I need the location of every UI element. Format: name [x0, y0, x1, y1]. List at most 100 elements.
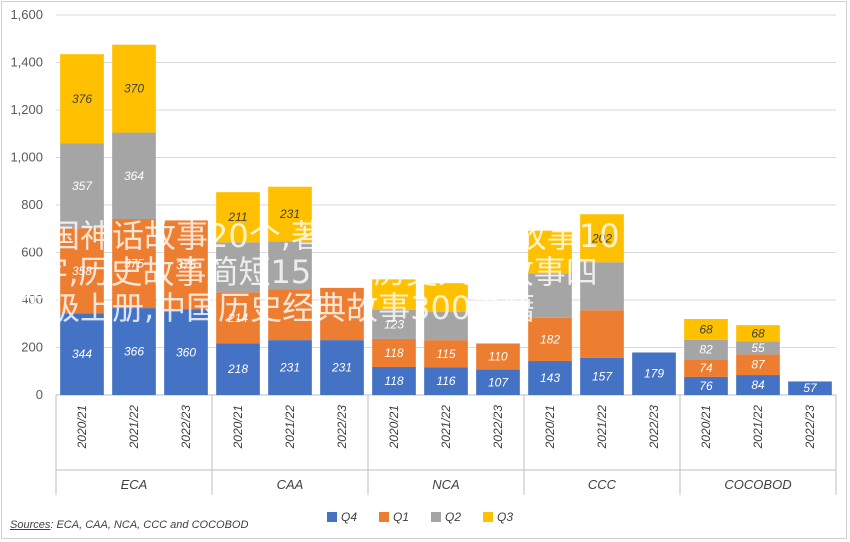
data-label: 202 — [591, 231, 612, 245]
data-label: 211 — [227, 210, 247, 224]
data-label: 84 — [751, 378, 765, 392]
data-label: 107 — [488, 375, 509, 389]
bar-segment-q3 — [528, 230, 572, 274]
bar-segment-q4 — [788, 381, 832, 395]
bar-segment-q4 — [164, 309, 208, 395]
x-tick-label: 2022/23 — [335, 405, 349, 450]
bar-segment-q4 — [424, 367, 468, 395]
data-label: 370 — [124, 82, 144, 96]
bar-segment-q4 — [684, 376, 728, 395]
data-label: 231 — [279, 361, 300, 375]
x-tick-label: 2021/22 — [127, 405, 141, 450]
bar-segment-q2 — [528, 273, 572, 318]
bar-segment-q3 — [112, 44, 156, 133]
data-label: 118 — [384, 374, 403, 388]
data-label: 231 — [279, 207, 300, 221]
bar-segment-q4 — [268, 340, 312, 395]
bar-segment-q3 — [268, 186, 312, 242]
bar-segment-q1 — [320, 287, 364, 341]
data-label: 218 — [227, 362, 248, 376]
bar-segment-q4 — [476, 369, 520, 395]
bar-segment-q2 — [736, 341, 780, 355]
y-tick-label: 0 — [36, 387, 43, 402]
bar-segment-q1 — [60, 228, 104, 314]
group-label: COCOBOD — [724, 477, 791, 492]
bar-segment-q1 — [164, 220, 208, 310]
group-label: ECA — [121, 477, 148, 492]
y-tick-label: 800 — [21, 197, 43, 212]
bar-segment-q4 — [216, 343, 260, 395]
data-label: 364 — [124, 169, 144, 183]
axes: 0 200 400 600 800 1,000 1,200 1,400 1,600 2020/21… — [10, 7, 837, 495]
x-tick-label: 2020/21 — [699, 405, 713, 449]
bar-segment-q3 — [580, 214, 624, 263]
bar-segment-q2 — [112, 132, 156, 220]
data-label: 123 — [384, 317, 404, 331]
bar-segment-q3 — [424, 283, 468, 312]
group-label: NCA — [432, 477, 459, 492]
bar-segment-q1 — [372, 338, 416, 367]
data-label: 179 — [644, 367, 664, 381]
bar-segment-q2 — [580, 262, 624, 311]
bar-segment-q1 — [684, 359, 728, 377]
x-tick-label: 2021/22 — [439, 405, 453, 450]
x-tick-label: 2022/23 — [179, 405, 193, 450]
bar-segment-q4 — [372, 366, 416, 395]
x-tick-label: 2021/22 — [751, 405, 765, 450]
bar-segment-q2 — [60, 143, 104, 229]
bar-segment-q3 — [372, 279, 416, 310]
data-label: 376 — [72, 92, 92, 106]
legend: Q4 Q1 Q2 Q3 — [327, 510, 513, 524]
data-label: 358 — [72, 264, 92, 278]
data-label: 182 — [540, 332, 560, 346]
y-tick-label: 1,000 — [10, 150, 43, 165]
bar-segment-q2 — [372, 309, 416, 339]
legend-label-q4: Q4 — [341, 510, 357, 524]
data-label: 375 — [124, 257, 144, 271]
x-tick-label: 2022/23 — [491, 405, 505, 450]
data-label: 110 — [488, 350, 507, 364]
data-label: 375 — [176, 258, 196, 272]
data-label: 357 — [72, 179, 93, 193]
bar-segment-q1 — [268, 289, 312, 341]
y-tick-label: 1,400 — [10, 55, 43, 70]
legend-label-q1: Q1 — [393, 510, 409, 524]
x-tick-label: 2020/21 — [387, 405, 401, 449]
bar-segment-q3 — [684, 319, 728, 340]
x-tick-label: 2020/21 — [231, 405, 245, 449]
bar-segment-q1 — [476, 343, 520, 370]
data-label: 214 — [227, 311, 248, 325]
legend-swatch-q4 — [327, 512, 337, 522]
data-label: 118 — [384, 346, 403, 360]
bar-segment-q4 — [632, 352, 676, 395]
y-tick-label: 200 — [21, 340, 43, 355]
legend-label-q2: Q2 — [445, 510, 461, 524]
bar-segment-q4 — [736, 375, 780, 395]
data-label: 231 — [331, 361, 352, 375]
x-tick-label: 2022/23 — [647, 405, 661, 450]
bar-segment-q2 — [424, 311, 468, 341]
data-label: 68 — [699, 322, 713, 336]
bar-segment-q2 — [684, 339, 728, 360]
x-tick-label: 2021/22 — [283, 405, 297, 450]
bar-segment-q1 — [580, 310, 624, 358]
data-label: 344 — [72, 347, 92, 361]
bar-segment-q3 — [736, 325, 780, 342]
bar-segment-q4 — [112, 308, 156, 395]
x-tick-label: 2020/21 — [75, 405, 89, 449]
bar-segment-q1 — [112, 219, 156, 309]
bar-segment-q4 — [60, 313, 104, 395]
data-label: 157 — [592, 369, 613, 383]
bar-segment-q2 — [216, 242, 260, 293]
bar-segment-q1 — [736, 354, 780, 376]
legend-label-q3: Q3 — [497, 510, 513, 524]
data-label: 74 — [699, 361, 713, 375]
bar-segment-q4 — [528, 361, 572, 395]
data-label: 116 — [436, 374, 455, 388]
bar-segment-q3 — [216, 192, 260, 243]
bar-segment-q2 — [268, 241, 312, 290]
bar-segment-q4 — [580, 357, 624, 395]
bar-segment-q1 — [528, 317, 572, 362]
